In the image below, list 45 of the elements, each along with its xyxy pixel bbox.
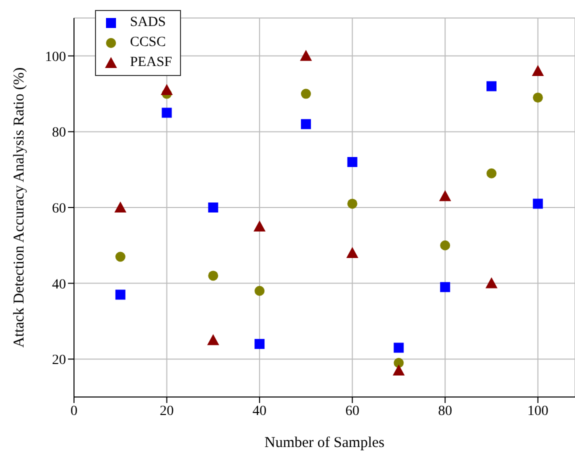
point (254, 286, 265, 296)
legend-label: CCSC (130, 34, 166, 52)
point (114, 202, 126, 212)
point (532, 92, 543, 103)
y-tick-label: 20 (52, 353, 66, 368)
point (486, 277, 498, 288)
y-tick-label: 100 (45, 50, 66, 65)
legend-label: PEASF (130, 54, 172, 72)
point (115, 252, 126, 262)
y-tick-label: 40 (52, 277, 66, 292)
x-tick-label: 0 (70, 404, 78, 419)
legend-label: SADS (130, 14, 166, 32)
point (440, 282, 450, 292)
x-tick-label: 40 (252, 404, 267, 419)
x-tick-label: 80 (438, 404, 452, 419)
point (160, 84, 173, 96)
x-axis-title: Number of Samples (264, 435, 385, 451)
point (300, 119, 311, 130)
point (115, 290, 126, 300)
y-axis-title: Attack Detection Accuracy Analysis Ratio (%) (11, 67, 28, 348)
point (394, 342, 404, 353)
point (486, 168, 496, 178)
point (300, 50, 312, 61)
point (347, 198, 358, 209)
point (394, 358, 404, 368)
point (254, 338, 265, 349)
point (440, 240, 450, 250)
point (392, 364, 405, 376)
point (208, 270, 218, 281)
y-tick-label: 80 (52, 126, 66, 141)
point (346, 246, 358, 258)
point (347, 157, 358, 168)
point (439, 190, 452, 202)
point (532, 65, 544, 76)
point (532, 198, 543, 209)
point (254, 220, 266, 232)
x-tick-label: 100 (527, 404, 548, 419)
x-tick-label: 20 (160, 404, 174, 419)
point (162, 108, 172, 118)
point (300, 88, 311, 99)
x-tick-label: 60 (345, 404, 360, 419)
point (486, 81, 496, 92)
point (207, 334, 220, 346)
point (208, 202, 218, 212)
y-tick-label: 60 (52, 201, 66, 216)
